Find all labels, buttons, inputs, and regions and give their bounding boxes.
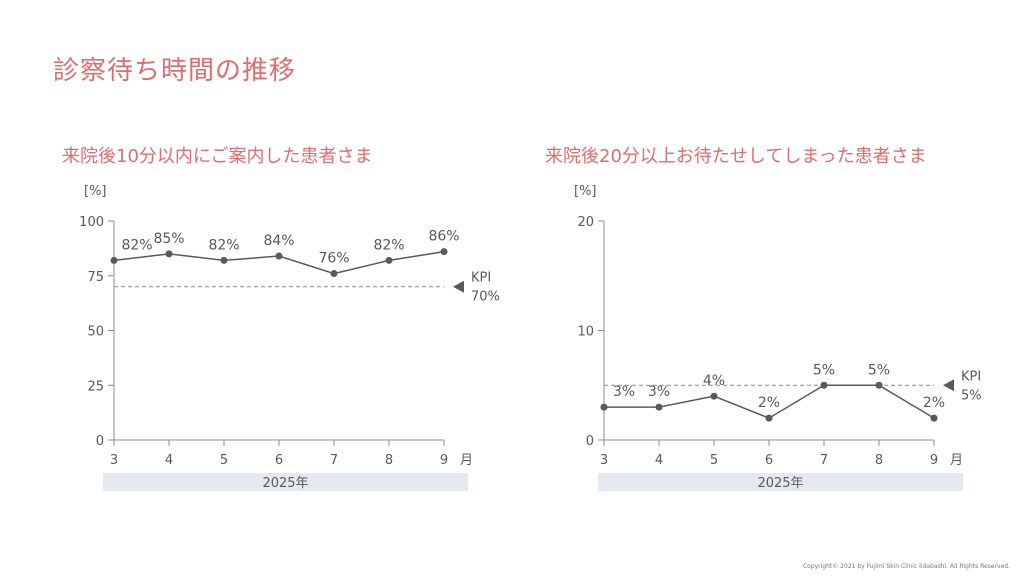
y-tick-label: 75 xyxy=(87,270,104,285)
kpi-label: KPI xyxy=(471,271,491,286)
page-title: 診察待ち時間の推移 xyxy=(53,56,297,86)
x-tick-label: 7 xyxy=(330,453,338,468)
x-tick-label: 9 xyxy=(930,453,938,468)
y-tick-label: 20 xyxy=(577,215,594,230)
kpi-value-label: 5% xyxy=(961,388,982,403)
data-label: 85% xyxy=(153,231,184,247)
kpi-label: KPI xyxy=(961,369,981,384)
kpi-value-label: 70% xyxy=(471,290,500,305)
data-label: 84% xyxy=(263,233,294,249)
data-point xyxy=(385,256,393,264)
year-label: 2025年 xyxy=(757,476,803,491)
kpi-marker xyxy=(453,280,464,293)
data-label: 2% xyxy=(758,395,780,411)
data-label: 3% xyxy=(648,384,670,400)
data-label: 4% xyxy=(703,373,725,389)
y-tick-label: 0 xyxy=(586,434,594,449)
x-tick-label: 3 xyxy=(110,453,118,468)
x-tick-label: 5 xyxy=(220,453,228,468)
y-tick-label: 50 xyxy=(87,325,104,340)
data-point xyxy=(710,392,718,400)
y-unit-label: [%] xyxy=(574,184,597,199)
data-point xyxy=(600,403,608,411)
data-point xyxy=(655,403,663,411)
y-tick-label: 0 xyxy=(96,434,104,449)
data-point xyxy=(930,414,938,422)
copyright-text: Copyright© 2021 by Fujimi Skin Clinic Ii… xyxy=(802,563,1010,570)
data-point xyxy=(110,256,118,264)
data-point xyxy=(875,381,883,389)
x-tick-label: 6 xyxy=(765,453,773,468)
chart-title-left: 来院後10分以内にご案内した患者さま xyxy=(62,146,373,167)
data-label: 86% xyxy=(428,229,459,245)
x-tick-label: 7 xyxy=(820,453,828,468)
chart-title-right: 来院後20分以上お待たせしてしまった患者さま xyxy=(545,146,927,167)
data-label: 82% xyxy=(373,237,404,253)
data-point xyxy=(165,250,173,258)
x-unit-label: 月 xyxy=(460,453,473,468)
data-point xyxy=(330,270,338,278)
y-unit-label: [%] xyxy=(84,184,107,199)
data-label: 5% xyxy=(813,362,835,378)
x-tick-label: 9 xyxy=(440,453,448,468)
year-band xyxy=(103,473,468,491)
data-label: 76% xyxy=(318,251,349,267)
x-tick-label: 5 xyxy=(710,453,718,468)
data-point xyxy=(220,256,228,264)
data-label: 82% xyxy=(208,237,239,253)
data-label: 82% xyxy=(121,237,152,253)
x-tick-label: 3 xyxy=(600,453,608,468)
y-tick-label: 25 xyxy=(87,379,104,394)
year-label: 2025年 xyxy=(262,476,308,491)
data-label: 3% xyxy=(613,384,635,400)
x-tick-label: 4 xyxy=(165,453,173,468)
x-tick-label: 4 xyxy=(655,453,663,468)
x-unit-label: 月 xyxy=(950,453,963,468)
data-point xyxy=(440,248,448,256)
data-point xyxy=(765,414,773,422)
data-point xyxy=(820,381,828,389)
x-tick-label: 8 xyxy=(875,453,883,468)
data-point xyxy=(275,252,283,260)
data-label: 2% xyxy=(923,395,945,411)
data-label: 5% xyxy=(868,362,890,378)
y-tick-label: 10 xyxy=(577,325,594,340)
y-tick-label: 100 xyxy=(79,215,104,230)
year-band xyxy=(598,473,963,491)
x-tick-label: 8 xyxy=(385,453,393,468)
kpi-marker xyxy=(943,379,954,392)
x-tick-label: 6 xyxy=(275,453,283,468)
